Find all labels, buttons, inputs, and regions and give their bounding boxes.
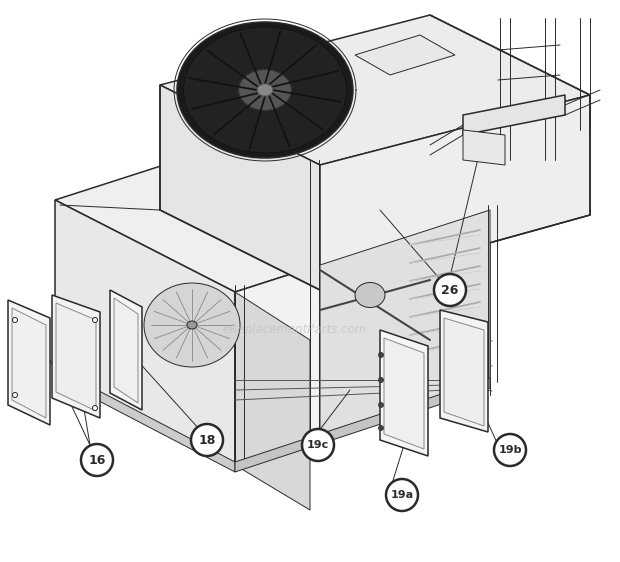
Polygon shape (235, 378, 490, 472)
Circle shape (12, 318, 17, 323)
Text: 19b: 19b (498, 445, 522, 455)
Polygon shape (55, 118, 490, 292)
Polygon shape (160, 85, 320, 290)
Ellipse shape (355, 283, 385, 307)
Ellipse shape (187, 321, 197, 329)
Circle shape (378, 352, 384, 357)
Circle shape (302, 429, 334, 461)
Polygon shape (440, 310, 488, 432)
Polygon shape (56, 303, 96, 411)
Circle shape (92, 406, 97, 410)
Polygon shape (384, 338, 424, 449)
Text: 19c: 19c (307, 440, 329, 450)
Polygon shape (463, 95, 565, 135)
Ellipse shape (257, 84, 273, 96)
Polygon shape (55, 368, 235, 472)
Circle shape (378, 402, 384, 407)
Polygon shape (444, 318, 484, 426)
Polygon shape (235, 292, 310, 510)
Polygon shape (12, 308, 46, 418)
Text: eReplacementParts.com: eReplacementParts.com (223, 324, 367, 337)
Polygon shape (110, 290, 142, 410)
Circle shape (191, 424, 223, 456)
Ellipse shape (177, 22, 353, 158)
Text: 16: 16 (88, 454, 105, 466)
Circle shape (378, 378, 384, 383)
Circle shape (12, 392, 17, 397)
Circle shape (494, 434, 526, 466)
Circle shape (434, 274, 466, 306)
Circle shape (81, 444, 113, 476)
Ellipse shape (239, 70, 291, 110)
Polygon shape (463, 130, 505, 165)
Ellipse shape (184, 27, 347, 153)
Polygon shape (160, 15, 590, 165)
Text: 18: 18 (198, 433, 216, 446)
Ellipse shape (144, 283, 240, 367)
Circle shape (378, 425, 384, 430)
Text: 19a: 19a (391, 490, 414, 500)
Polygon shape (320, 210, 490, 435)
Text: 26: 26 (441, 283, 459, 297)
Polygon shape (320, 95, 590, 290)
Polygon shape (55, 200, 235, 465)
Polygon shape (355, 35, 455, 75)
Polygon shape (114, 298, 138, 403)
Polygon shape (8, 300, 50, 425)
Polygon shape (380, 330, 428, 456)
Circle shape (386, 479, 418, 511)
Polygon shape (235, 210, 490, 465)
Circle shape (92, 318, 97, 323)
Polygon shape (52, 295, 100, 418)
